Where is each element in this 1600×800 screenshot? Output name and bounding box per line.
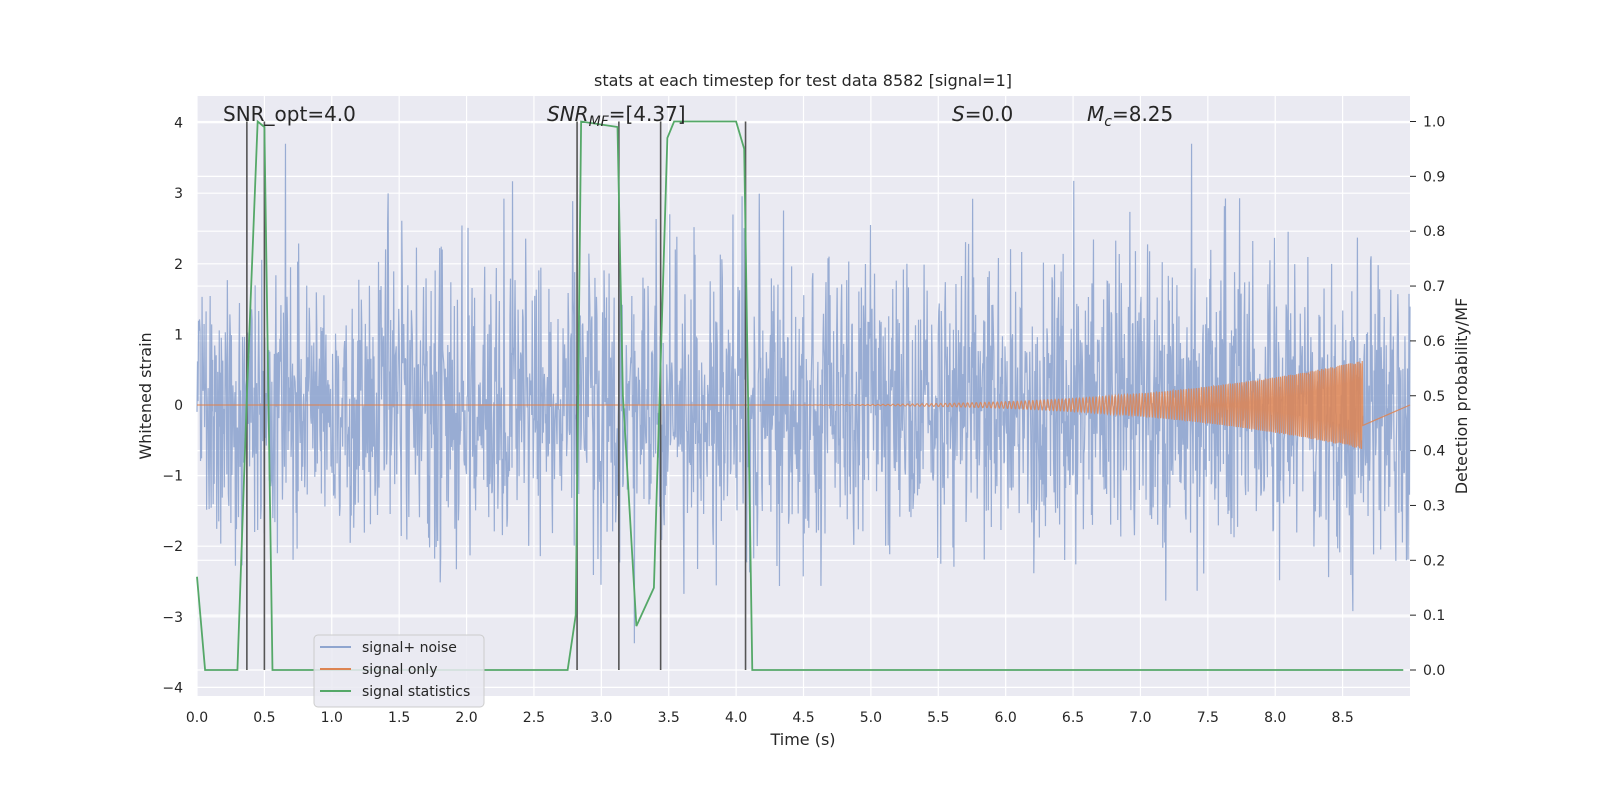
mc-value: =8.25: [1112, 102, 1173, 126]
y-tick-label: 0: [174, 398, 183, 414]
legend-label-noise: signal+ noise: [362, 640, 457, 656]
y-tick-label: 2: [174, 257, 183, 273]
y-tick-label: −3: [162, 610, 183, 626]
snr-mf-value: =[4.37]: [609, 102, 686, 126]
legend-label-signal: signal only: [362, 662, 437, 678]
mc-subscript: c: [1104, 114, 1112, 130]
x-tick-label: 4.5: [792, 710, 814, 726]
y-tick-label: −1: [162, 469, 183, 485]
chart-title: stats at each timestep for test data 858…: [594, 71, 1012, 90]
y-ticks-right: 1.0 0.9 0.8 0.7 0.6 0.5 0.4 0.3 0.2 0.1 0.0: [1410, 115, 1445, 679]
x-tick-label: 1.5: [388, 710, 410, 726]
x-tick-label: 7.5: [1197, 710, 1219, 726]
y-tick-label: 3: [174, 186, 183, 202]
mc-symbol: M: [1087, 102, 1104, 126]
annotation-snr-mf: SNRMF=[4.37]: [547, 102, 686, 130]
x-ticks: 0.0 0.5 1.0 1.5 2.0 2.5 3.0 3.5 4.0 4.5 5.0 5.5 6.0 6…: [186, 710, 1354, 726]
signal-noise-series: [196, 143, 1411, 644]
y-right-tick-label: 1.0: [1423, 115, 1445, 131]
signal-only-series: [197, 361, 1411, 449]
annotation-s: S=0.0: [952, 102, 1013, 126]
signal-statistics-line: [196, 119, 1404, 671]
x-tick-label: 5.0: [860, 710, 882, 726]
x-tick-label: 7.0: [1129, 710, 1151, 726]
y-right-tick-label: 0.5: [1423, 389, 1445, 405]
y-right-tick-label: 0.4: [1423, 444, 1445, 460]
snr-mf-subscript: MF: [589, 114, 610, 130]
y-right-tick-label: 0.6: [1423, 334, 1445, 350]
legend-box: [313, 634, 485, 708]
x-axis-label: Time (s): [769, 730, 835, 749]
x-tick-label: 3.0: [590, 710, 612, 726]
s-value: =0.0: [965, 102, 1014, 126]
legend-label-statistics: signal statistics: [362, 684, 470, 700]
y-axis-right-label: Detection probability/MF: [1452, 298, 1471, 495]
x-tick-label: 8.5: [1331, 710, 1353, 726]
signal-noise-line: [196, 143, 1411, 644]
x-tick-label: 0.5: [253, 710, 275, 726]
x-tick-label: 4.0: [725, 710, 747, 726]
s-symbol: S: [952, 102, 965, 126]
y-tick-label: 4: [174, 116, 183, 132]
y-tick-label: −2: [162, 539, 183, 555]
x-tick-label: 0.0: [186, 710, 208, 726]
x-tick-label: 8.0: [1264, 710, 1286, 726]
x-tick-label: 1.0: [321, 710, 343, 726]
signal-only-line: [197, 361, 1411, 449]
x-tick-label: 3.5: [658, 710, 680, 726]
annotation-snr-opt: SNR_opt=4.0: [223, 102, 356, 126]
x-tick-label: 6.5: [1062, 710, 1084, 726]
x-tick-label: 2.5: [523, 710, 545, 726]
y-right-tick-label: 0.2: [1423, 553, 1445, 569]
y-right-tick-label: 0.1: [1423, 608, 1445, 624]
snr-mf-symbol: SNR: [547, 102, 589, 126]
y-ticks: 4 3 2 1 0 −1 −2 −3 −4: [162, 116, 183, 697]
y-tick-label: −4: [162, 680, 183, 696]
y-right-tick-label: 0.7: [1423, 279, 1445, 295]
x-tick-label: 6.0: [995, 710, 1017, 726]
y-right-tick-label: 0.8: [1423, 224, 1445, 240]
legend: signal+ noise signal only signal statist…: [313, 634, 485, 708]
y-right-tick-label: 0.9: [1423, 169, 1445, 185]
x-tick-label: 2.0: [455, 710, 477, 726]
y-right-tick-label: 0.0: [1423, 663, 1445, 679]
annotation-mc: Mc=8.25: [1087, 102, 1173, 130]
signal-statistics-series: [196, 119, 1404, 671]
y-right-tick-label: 0.3: [1423, 498, 1445, 514]
y-tick-label: 1: [174, 327, 183, 343]
x-tick-label: 5.5: [927, 710, 949, 726]
y-axis-label: Whitened strain: [136, 332, 155, 459]
